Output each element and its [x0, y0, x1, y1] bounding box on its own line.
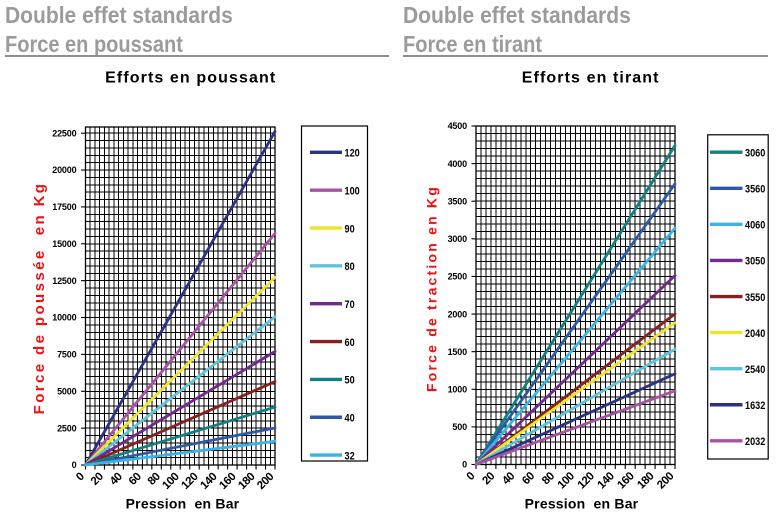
- svg-text:20: 20: [89, 471, 106, 488]
- svg-text:90: 90: [345, 224, 355, 236]
- svg-text:Pression en Bar: Pression en Bar: [126, 495, 240, 511]
- svg-text:120: 120: [179, 471, 200, 492]
- svg-text:2500: 2500: [448, 272, 468, 282]
- svg-text:80: 80: [345, 261, 355, 273]
- svg-text:10000: 10000: [52, 313, 76, 323]
- svg-text:Force de traction en Kg: Force de traction en Kg: [424, 185, 440, 392]
- svg-text:60: 60: [520, 470, 537, 487]
- svg-text:4060: 4060: [745, 220, 766, 232]
- svg-text:3060: 3060: [745, 148, 766, 160]
- svg-text:3050: 3050: [745, 256, 766, 268]
- svg-text:12500: 12500: [52, 276, 76, 286]
- svg-text:3500: 3500: [448, 196, 468, 206]
- svg-text:5000: 5000: [57, 386, 77, 396]
- svg-text:180: 180: [236, 471, 257, 492]
- svg-text:2540: 2540: [745, 364, 766, 376]
- svg-text:120: 120: [576, 470, 597, 491]
- svg-text:140: 140: [198, 471, 219, 492]
- svg-text:140: 140: [596, 470, 617, 491]
- svg-text:40: 40: [500, 470, 517, 487]
- svg-text:100: 100: [556, 470, 577, 491]
- svg-text:500: 500: [452, 422, 467, 432]
- svg-text:3000: 3000: [448, 234, 468, 244]
- svg-text:0: 0: [74, 471, 87, 484]
- svg-text:200: 200: [655, 470, 676, 491]
- svg-text:1500: 1500: [448, 347, 468, 357]
- svg-text:4000: 4000: [448, 159, 468, 169]
- svg-text:1632: 1632: [745, 400, 766, 412]
- svg-text:Efforts en poussant: Efforts en poussant: [105, 70, 276, 87]
- svg-text:2000: 2000: [448, 309, 468, 319]
- svg-text:0: 0: [462, 460, 467, 470]
- svg-text:70: 70: [345, 299, 355, 311]
- svg-text:200: 200: [255, 471, 276, 492]
- svg-text:40: 40: [345, 413, 355, 425]
- svg-text:40: 40: [108, 471, 125, 488]
- svg-text:2032: 2032: [745, 436, 766, 448]
- svg-text:50: 50: [345, 375, 355, 387]
- svg-text:Force de poussée en Kg: Force de poussée en Kg: [31, 182, 48, 415]
- svg-text:180: 180: [635, 470, 656, 491]
- svg-text:7500: 7500: [57, 350, 77, 360]
- svg-text:32: 32: [345, 451, 355, 463]
- svg-text:4500: 4500: [448, 121, 468, 131]
- svg-text:Efforts en tirant: Efforts en tirant: [522, 70, 660, 87]
- svg-text:100: 100: [345, 186, 361, 198]
- svg-text:160: 160: [615, 470, 636, 491]
- svg-text:15000: 15000: [52, 239, 76, 249]
- svg-text:2500: 2500: [57, 423, 77, 433]
- svg-text:Pression en Bar: Pression en Bar: [525, 495, 639, 511]
- svg-text:120: 120: [345, 148, 361, 160]
- svg-text:100: 100: [160, 471, 181, 492]
- svg-text:60: 60: [345, 337, 355, 349]
- svg-text:0: 0: [72, 460, 77, 470]
- svg-text:0: 0: [465, 470, 478, 483]
- svg-text:22500: 22500: [52, 128, 76, 138]
- svg-text:160: 160: [217, 471, 238, 492]
- svg-text:60: 60: [127, 471, 144, 488]
- svg-text:20: 20: [480, 470, 497, 487]
- svg-text:80: 80: [540, 470, 557, 487]
- svg-text:17500: 17500: [52, 202, 76, 212]
- svg-text:1000: 1000: [448, 384, 468, 394]
- svg-text:20000: 20000: [52, 165, 76, 175]
- svg-text:3560: 3560: [745, 184, 766, 196]
- svg-text:3550: 3550: [745, 292, 766, 304]
- svg-text:80: 80: [146, 471, 163, 488]
- svg-text:2040: 2040: [745, 328, 766, 340]
